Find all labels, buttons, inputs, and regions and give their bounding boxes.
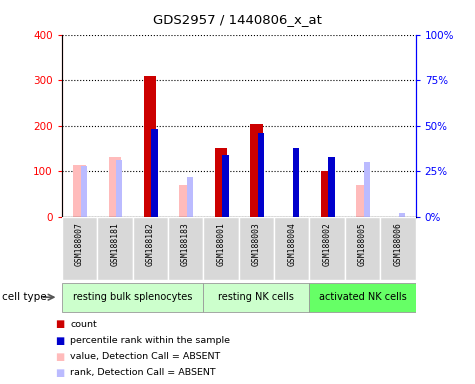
Text: resting NK cells: resting NK cells (218, 292, 294, 302)
Bar (144, 76, 156, 217)
Bar (97, 217, 133, 280)
Bar (168, 217, 203, 280)
Text: percentile rank within the sample: percentile rank within the sample (70, 336, 230, 345)
Text: GSM188002: GSM188002 (323, 222, 332, 266)
Bar (345, 217, 380, 280)
Bar (328, 157, 335, 217)
Bar (62, 217, 97, 280)
Bar (238, 217, 274, 280)
Bar (293, 148, 299, 217)
Text: GDS2957 / 1440806_x_at: GDS2957 / 1440806_x_at (153, 13, 322, 26)
Bar (81, 166, 87, 217)
Text: GSM188003: GSM188003 (252, 222, 261, 266)
Text: value, Detection Call = ABSENT: value, Detection Call = ABSENT (70, 352, 220, 361)
Text: cell type: cell type (2, 292, 47, 302)
Text: GSM188183: GSM188183 (181, 222, 190, 266)
Bar (222, 155, 228, 217)
Text: activated NK cells: activated NK cells (319, 292, 407, 302)
Text: ■: ■ (55, 319, 64, 329)
Text: ■: ■ (55, 368, 64, 378)
Bar (187, 177, 193, 217)
Bar (203, 217, 238, 280)
Bar (310, 217, 345, 280)
Bar (399, 214, 406, 217)
Bar (380, 217, 416, 280)
Bar (364, 162, 370, 217)
Bar (215, 148, 227, 217)
Text: GSM188181: GSM188181 (110, 222, 119, 266)
Text: GSM188005: GSM188005 (358, 222, 367, 266)
Bar (310, 283, 416, 312)
Bar (356, 185, 369, 217)
Text: ■: ■ (55, 352, 64, 362)
Text: resting bulk splenocytes: resting bulk splenocytes (73, 292, 192, 302)
Bar (109, 157, 121, 217)
Text: rank, Detection Call = ABSENT: rank, Detection Call = ABSENT (70, 368, 216, 377)
Text: GSM188001: GSM188001 (217, 222, 226, 266)
Bar (203, 283, 310, 312)
Bar (152, 129, 158, 217)
Bar (180, 185, 192, 217)
Text: GSM188006: GSM188006 (393, 222, 402, 266)
Bar (250, 124, 263, 217)
Text: GSM188004: GSM188004 (287, 222, 296, 266)
Bar (321, 171, 333, 217)
Bar (73, 166, 86, 217)
Text: GSM188007: GSM188007 (75, 222, 84, 266)
Bar (274, 217, 310, 280)
Text: count: count (70, 320, 97, 329)
Bar (62, 283, 203, 312)
Bar (116, 161, 123, 217)
Bar (257, 133, 264, 217)
Bar (133, 217, 168, 280)
Text: ■: ■ (55, 336, 64, 346)
Text: GSM188182: GSM188182 (146, 222, 155, 266)
